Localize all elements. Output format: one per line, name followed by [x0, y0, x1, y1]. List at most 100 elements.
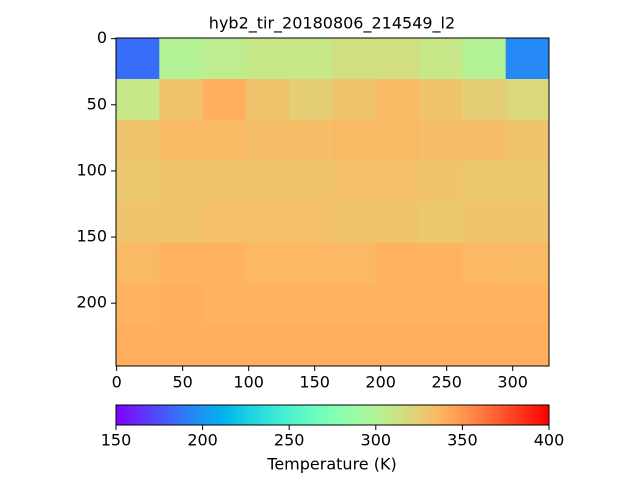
heatmap-cell	[289, 284, 333, 326]
heatmap-cell	[375, 120, 420, 162]
heatmap-cell	[245, 284, 290, 326]
heatmap-cell	[332, 325, 377, 367]
colorbar-tick-label: 400	[534, 431, 565, 450]
heatmap-cell	[202, 325, 247, 367]
colorbar-tick-label: 250	[274, 431, 305, 450]
heatmap-cell	[419, 284, 463, 326]
x-tick-label: 150	[299, 373, 330, 392]
heatmap-cell	[375, 161, 420, 203]
heatmap-cell	[375, 38, 420, 80]
heatmap-cell	[116, 161, 160, 203]
heatmap-cell	[289, 243, 333, 285]
heatmap-cell	[202, 38, 247, 80]
heatmap-cell	[419, 243, 463, 285]
colorbar	[115, 404, 550, 426]
heatmap-cell	[462, 161, 507, 203]
heatmap-cell	[375, 284, 420, 326]
axes-frame	[115, 37, 550, 367]
heatmap-cell	[116, 38, 160, 80]
heatmap-cell	[332, 202, 377, 244]
heatmap-cell	[245, 243, 290, 285]
heatmap-cell	[375, 243, 420, 285]
colorbar-tick-label: 200	[187, 431, 218, 450]
x-tick-label: 300	[497, 373, 528, 392]
colorbar-tick-label: 350	[447, 431, 478, 450]
y-tick-label: 0	[97, 28, 107, 47]
heatmap-cell	[289, 120, 333, 162]
x-tick-label: 200	[365, 373, 396, 392]
heatmap-cell	[332, 38, 377, 80]
heatmap-cell	[419, 120, 463, 162]
heatmap-cell	[202, 161, 247, 203]
heatmap-cell	[462, 38, 507, 80]
heatmap-cell	[202, 284, 247, 326]
heatmap-cell	[116, 243, 160, 285]
heatmap-cell	[505, 161, 550, 203]
heatmap-cell	[116, 284, 160, 326]
heatmap-cell	[419, 79, 463, 121]
heatmap-cell	[462, 243, 507, 285]
heatmap-cell	[332, 120, 377, 162]
heatmap-cell	[462, 79, 507, 121]
heatmap	[116, 38, 550, 367]
heatmap-cell	[505, 120, 550, 162]
heatmap-cell	[505, 79, 550, 121]
heatmap-cell	[245, 120, 290, 162]
heatmap-cell	[245, 38, 290, 80]
x-tick-label: 0	[112, 373, 122, 392]
heatmap-cell	[375, 202, 420, 244]
x-tick-label: 100	[233, 373, 264, 392]
heatmap-cell	[116, 202, 160, 244]
heatmap-cell	[375, 325, 420, 367]
heatmap-cell	[505, 202, 550, 244]
heatmap-cell	[289, 79, 333, 121]
heatmap-cell	[375, 79, 420, 121]
heatmap-cell	[245, 325, 290, 367]
heatmap-cell	[332, 284, 377, 326]
colorbar-tick-label: 300	[361, 431, 392, 450]
heatmap-cell	[419, 202, 463, 244]
x-tick-label: 50	[172, 373, 192, 392]
heatmap-cell	[202, 120, 247, 162]
heatmap-cell	[159, 284, 204, 326]
colorbar-tick-label: 150	[101, 431, 132, 450]
heatmap-cell	[159, 120, 204, 162]
heatmap-cell	[332, 161, 377, 203]
heatmap-cell	[202, 79, 247, 121]
heatmap-cell	[289, 202, 333, 244]
heatmap-cell	[332, 79, 377, 121]
chart-title: hyb2_tir_20180806_214549_l2	[209, 14, 455, 34]
heatmap-cell	[419, 325, 463, 367]
heatmap-cell	[289, 325, 333, 367]
heatmap-cell	[159, 161, 204, 203]
heatmap-cell	[116, 120, 160, 162]
heatmap-cell	[116, 79, 160, 121]
heatmap-cell	[159, 325, 204, 367]
heatmap-cell	[505, 38, 550, 80]
heatmap-cell	[159, 202, 204, 244]
heatmap-cell	[245, 79, 290, 121]
y-tick-label: 50	[87, 94, 107, 113]
heatmap-cell	[159, 243, 204, 285]
heatmap-cell	[289, 38, 333, 80]
colorbar-label: Temperature (K)	[266, 455, 396, 474]
heatmap-cell	[419, 38, 463, 80]
heatmap-cell	[462, 120, 507, 162]
y-tick-label: 100	[76, 160, 107, 179]
heatmap-cell	[116, 325, 160, 367]
heatmap-cell	[159, 79, 204, 121]
x-tick-label: 250	[431, 373, 462, 392]
heatmap-cell	[462, 202, 507, 244]
heatmap-cell	[159, 38, 204, 80]
y-tick-label: 150	[76, 227, 107, 246]
heatmap-cell	[245, 161, 290, 203]
heatmap-cell	[505, 325, 550, 367]
heatmap-cell	[462, 284, 507, 326]
heatmap-cell	[289, 161, 333, 203]
heatmap-cell	[505, 284, 550, 326]
heatmap-cell	[202, 243, 247, 285]
heatmap-cell	[462, 325, 507, 367]
heatmap-cell	[245, 202, 290, 244]
heatmap-cell	[332, 243, 377, 285]
